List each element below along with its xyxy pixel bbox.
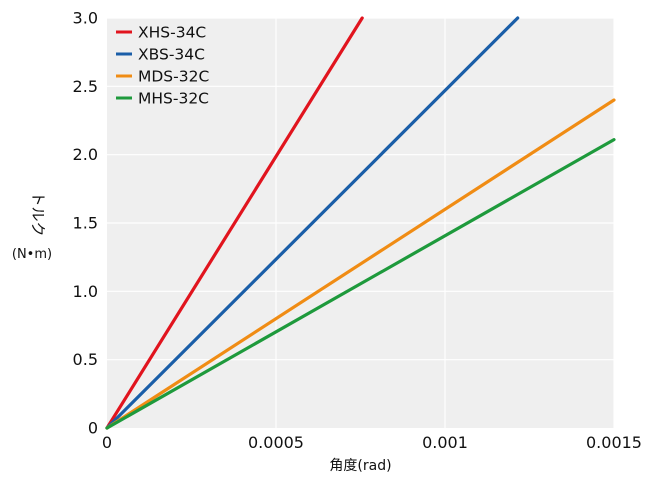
series-line-mhs-32c <box>105 138 616 430</box>
y-tick-label: 2.0 <box>73 145 98 164</box>
y-tick-label: 3.0 <box>73 9 98 28</box>
series-line-xhs-34c <box>105 16 364 430</box>
y-tick-label: 0 <box>88 419 98 438</box>
x-tick-label: 0.0015 <box>586 433 642 452</box>
y-tick-label: 2.5 <box>73 77 98 96</box>
x-axis-ticks: 0 0.0005 0.001 0.0015 <box>102 433 642 452</box>
y-axis-label-unit: (N•m) <box>12 247 52 262</box>
y-axis-ticks: 0 0.5 1.0 1.5 2.0 2.5 3.0 <box>73 9 98 438</box>
y-tick-label: 1.5 <box>73 214 98 233</box>
x-tick-label: 0.0005 <box>248 433 304 452</box>
series-lines <box>105 16 616 430</box>
y-tick-label: 1.0 <box>73 282 98 301</box>
y-axis-label-main: トルク <box>29 191 47 236</box>
legend-label-mhs-32c: MHS-32C <box>138 90 209 108</box>
legend-label-xhs-34c: XHS-34C <box>138 24 206 42</box>
legend: XHS-34C XBS-34C MDS-32C MHS-32C <box>116 24 209 108</box>
legend-label-mds-32c: MDS-32C <box>138 68 209 86</box>
y-axis-label: トルク (N•m) <box>12 191 52 262</box>
x-tick-label: 0 <box>102 433 112 452</box>
series-line-xbs-34c <box>105 16 520 430</box>
x-axis-label: 角度(rad) <box>329 458 391 474</box>
y-tick-label: 0.5 <box>73 350 98 369</box>
series-line-mds-32c <box>105 98 616 430</box>
legend-label-xbs-34c: XBS-34C <box>138 46 205 64</box>
x-tick-label: 0.001 <box>422 433 468 452</box>
